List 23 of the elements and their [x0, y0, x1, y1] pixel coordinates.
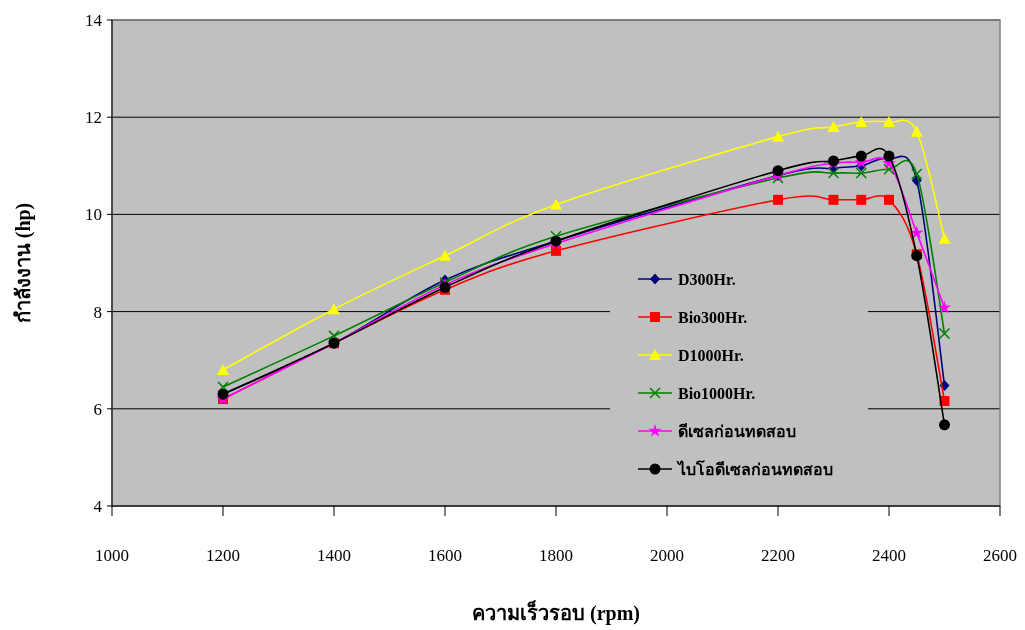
legend-label: ดีเซลก่อนทดสอบ: [678, 422, 796, 440]
x-tick-label: 1000: [95, 546, 129, 565]
y-tick-label: 4: [93, 497, 103, 516]
legend-label: D300Hr.: [678, 271, 736, 288]
y-tick-label: 6: [93, 399, 102, 419]
x-tick-label: 1200: [206, 546, 240, 565]
x-tick-label: 2000: [650, 546, 684, 565]
x-tick-label: 2400: [872, 546, 906, 565]
legend-label: ไบโอดีเซลก่อนทดสอบ: [676, 459, 833, 478]
x-tick-label: 1800: [539, 546, 573, 565]
x-tick-label: 2200: [761, 546, 795, 565]
x-axis-title: ความเร็วรอบ (rpm): [472, 600, 640, 625]
legend-label: D1000Hr.: [678, 347, 744, 364]
legend-label: Bio300Hr.: [678, 309, 748, 326]
y-tick-label: 10: [85, 205, 102, 225]
legend-label: Bio1000Hr.: [678, 385, 756, 402]
y-tick-label: 12: [85, 108, 102, 128]
x-tick-label: 2600: [983, 546, 1017, 565]
x-tick-label: 1400: [317, 546, 351, 565]
y-tick-label: 8: [93, 302, 102, 322]
y-axis-title: กำลังงาน (hp): [12, 202, 35, 324]
y-tick-label: 14: [85, 11, 103, 30]
x-tick-label: 1600: [428, 546, 462, 565]
